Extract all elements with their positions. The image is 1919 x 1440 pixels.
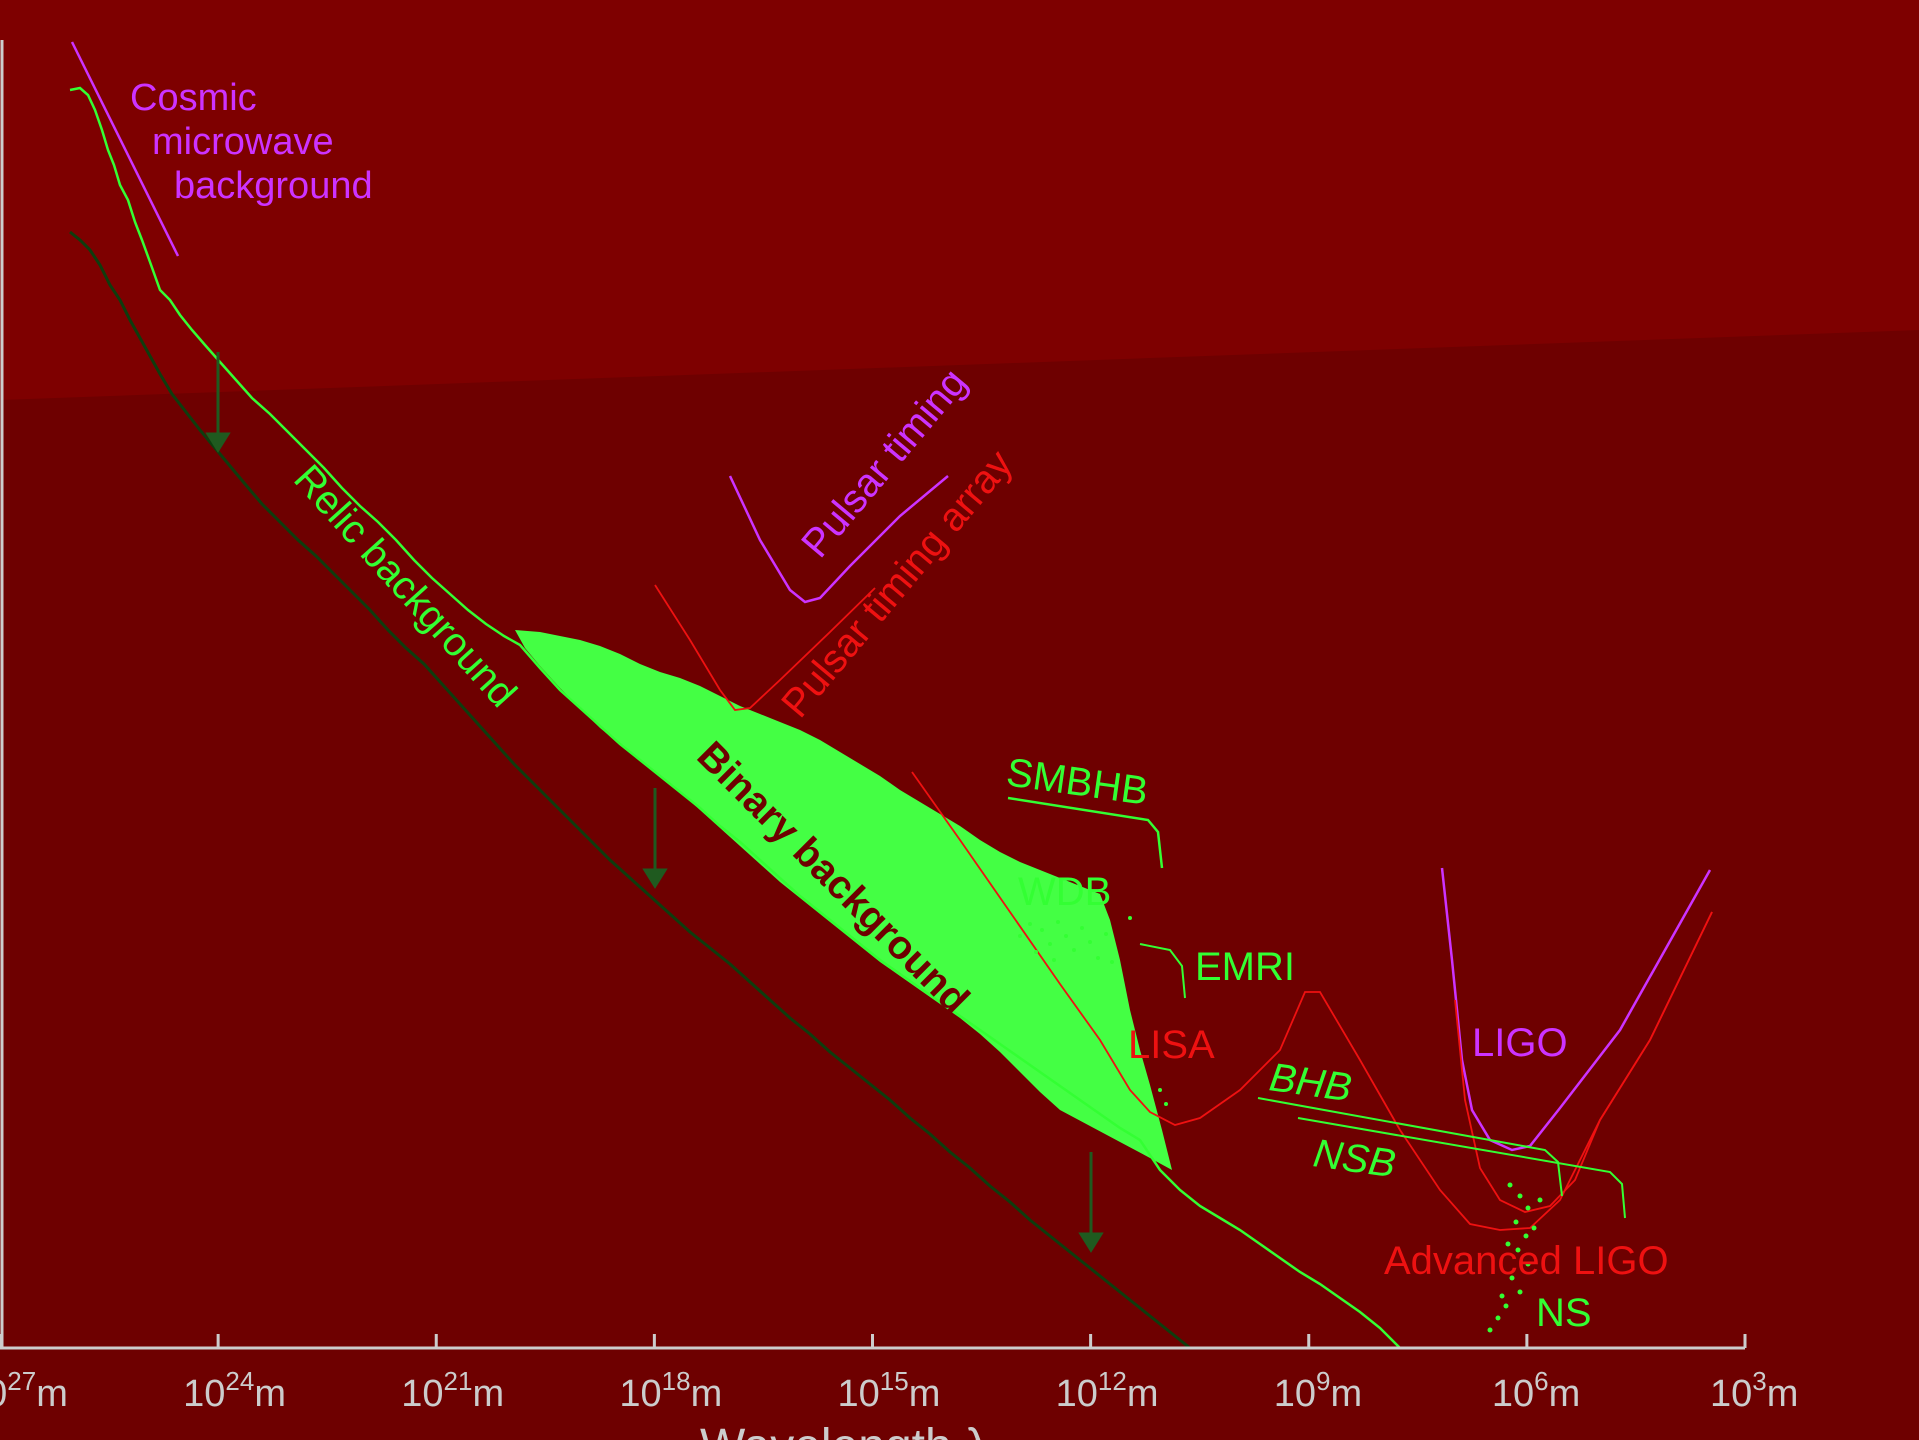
ligo-curve — [1440, 867, 1712, 1152]
wdb-point — [1080, 926, 1084, 930]
ns-point — [1499, 1293, 1505, 1299]
ns-point — [1487, 1327, 1493, 1333]
wdb-point — [1064, 934, 1068, 938]
advanced-ligo-label: Advanced LIGO — [1384, 1239, 1669, 1283]
wdb-points — [1018, 916, 1168, 1106]
ns-point — [1509, 1275, 1515, 1281]
x-tick-label: 1012m — [1056, 1366, 1159, 1415]
ns-point — [1531, 1225, 1537, 1231]
cmb-label-line1: Cosmic — [130, 77, 257, 119]
lisa-curve — [911, 771, 1713, 1231]
x-axis-label: Wavelength λ — [700, 1420, 989, 1440]
wdb-point — [1128, 916, 1132, 920]
relic-background-lower-curve — [69, 230, 1191, 1348]
x-tick-label: 103m — [1710, 1366, 1798, 1415]
smbhb-bracket — [1007, 796, 1164, 869]
wdb-point — [1104, 932, 1108, 936]
advanced-ligo-curve — [1454, 911, 1713, 1213]
x-tick-label: 1015m — [838, 1366, 941, 1415]
x-tick-label: 1021m — [401, 1366, 504, 1415]
arrow-2-head — [642, 868, 668, 889]
ns-point — [1525, 1205, 1531, 1211]
wdb-point — [1028, 922, 1032, 926]
wdb-point — [1056, 920, 1060, 924]
pulsar-timing-curve — [728, 475, 949, 604]
ns-point — [1525, 1261, 1531, 1267]
cmb-label: Cosmic microwave background — [130, 77, 373, 207]
cmb-label-line3: background — [174, 165, 373, 207]
emri-label: EMRI — [1195, 945, 1295, 989]
background-upper-band — [0, 0, 1919, 400]
x-tick-label: 106m — [1492, 1366, 1580, 1415]
wdb-point — [1052, 958, 1056, 962]
x-tick-label: 1027m — [0, 1366, 68, 1415]
relic-background-curve — [69, 86, 1401, 1348]
binary-background-band — [515, 630, 1172, 1170]
wdb-point — [1034, 950, 1038, 954]
ns-point — [1517, 1193, 1523, 1199]
wdb-point — [1088, 940, 1092, 944]
wdb-point — [1110, 960, 1114, 964]
relic-shift-arrows — [205, 352, 1104, 1253]
x-tick-label: 109m — [1274, 1366, 1362, 1415]
ns-point — [1495, 1315, 1501, 1321]
ns-points — [1487, 1182, 1543, 1333]
ns-label: NS — [1536, 1291, 1592, 1335]
pulsar-timing-array-curve — [654, 584, 876, 711]
ns-point — [1517, 1289, 1523, 1295]
cmb-constraint-line — [70, 41, 180, 257]
wdb-point — [1048, 942, 1052, 946]
ns-point — [1513, 1219, 1519, 1225]
x-tick-label: 1024m — [183, 1366, 286, 1415]
ligo-label: LIGO — [1472, 1021, 1568, 1065]
ns-point — [1507, 1182, 1513, 1188]
wdb-label: WDB — [1018, 870, 1111, 914]
lisa-label: LISA — [1128, 1023, 1215, 1067]
x-tick-label: 1018m — [619, 1366, 722, 1415]
ns-point — [1503, 1303, 1509, 1309]
cmb-label-line2: microwave — [152, 121, 334, 163]
ns-point — [1515, 1247, 1521, 1253]
wdb-point — [1018, 934, 1022, 938]
ns-point — [1537, 1197, 1543, 1203]
arrow-1-head — [205, 432, 231, 453]
wdb-point — [1072, 948, 1076, 952]
bhb-bracket — [1257, 1097, 1563, 1197]
wdb-point — [1158, 1088, 1162, 1092]
wdb-point — [1164, 1102, 1168, 1106]
ns-point — [1505, 1241, 1511, 1247]
x-axis-ticks: 1027m 1024m 1021m 1018m 1015m 1012m 109m 106m 10… — [0, 1334, 1798, 1415]
nsb-bracket — [1297, 1117, 1626, 1219]
emri-bracket — [1139, 943, 1186, 999]
wdb-point — [1096, 956, 1100, 960]
ns-point — [1523, 1233, 1529, 1239]
arrow-3-head — [1078, 1232, 1104, 1253]
wdb-point — [1040, 928, 1044, 932]
